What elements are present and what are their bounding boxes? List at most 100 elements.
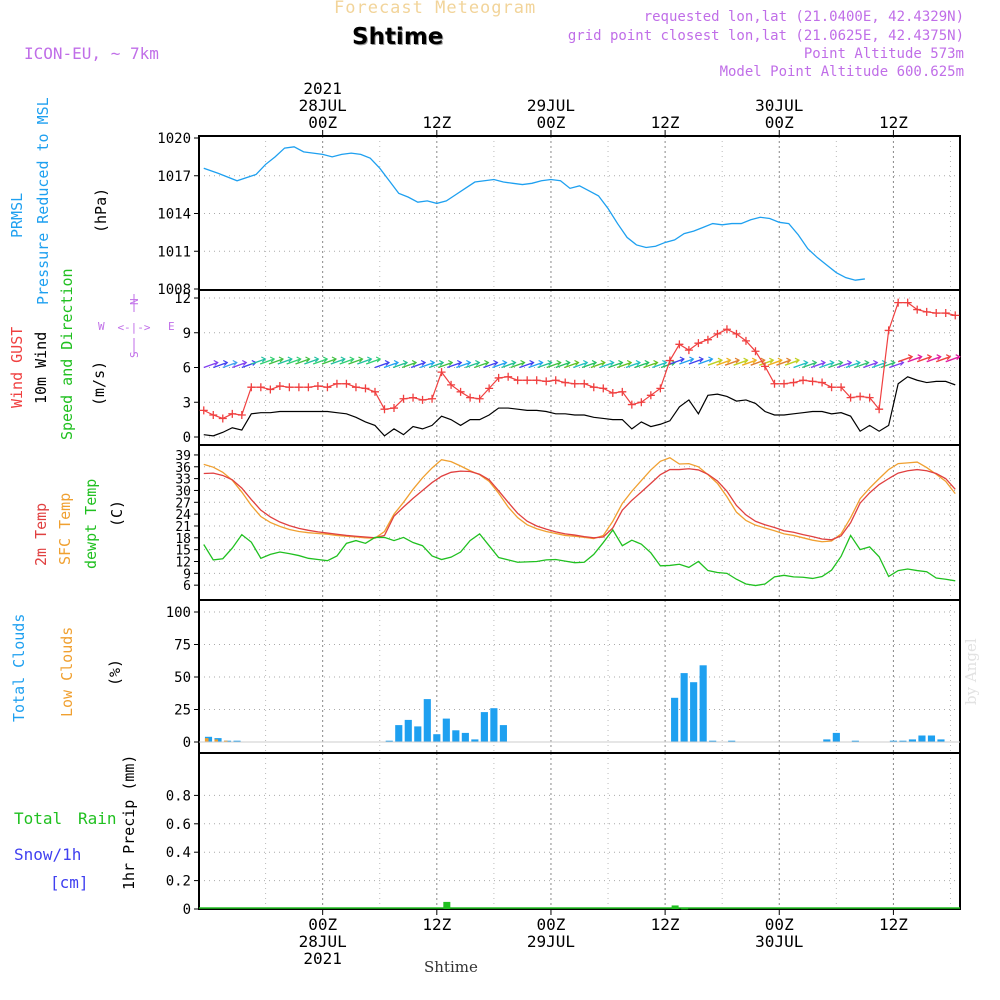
wind-direction-arrow (447, 361, 462, 369)
y-tick-label: 50 (174, 670, 191, 686)
wind-direction-arrow (634, 361, 649, 369)
wind-gust-marker (637, 398, 646, 407)
wind-direction-arrow (581, 361, 597, 369)
total-clouds-label: Total Clouds (10, 614, 28, 722)
wind-direction-arrowhead (322, 356, 329, 363)
cloud-total-bar (927, 735, 936, 742)
cloud-total-bar (452, 730, 460, 742)
wind-direction-arrowhead (287, 356, 293, 363)
y-tick-label: 24 (175, 508, 191, 523)
wind-gust-marker (218, 414, 227, 423)
cloud-total-bar (414, 726, 422, 742)
wind-gust-marker (722, 325, 731, 334)
wind-direction-arrowhead (583, 359, 589, 366)
precip-rain-bar (443, 901, 451, 909)
model-altitude: Model Point Altitude 600.625m (719, 64, 964, 80)
x-tick-label-top: 30JUL (755, 96, 803, 115)
wind-direction-arrow (724, 359, 740, 366)
x-tick-label-bottom: 00Z (765, 915, 794, 934)
wind-gust-marker (675, 340, 684, 349)
point-altitude: Point Altitude 573m (803, 46, 964, 62)
wind-direction-arrow (880, 361, 895, 369)
wind-direction-arrowhead (708, 356, 714, 363)
wind-gust-marker (475, 394, 484, 403)
wind-gust-marker (570, 379, 579, 388)
x-tick-label-bottom: 29JUL (527, 932, 575, 951)
wind-direction-arrowhead (538, 359, 544, 366)
wind-gust-marker (656, 384, 665, 393)
x-tick-label-bottom: 00Z (537, 915, 566, 934)
wind-direction-arrowhead (547, 359, 553, 366)
wind-gust-marker (589, 383, 598, 392)
wind-gust-marker (703, 335, 712, 344)
wind-gust-marker (380, 405, 389, 414)
wind-direction-arrow (374, 361, 390, 369)
wind-direction-arrow (232, 361, 247, 369)
wind-direction-arrow (871, 361, 887, 369)
wind-direction-arrow (616, 361, 632, 369)
wind-gust-marker (684, 346, 693, 355)
wind-gust-marker (770, 379, 779, 388)
wind-gust-marker (209, 410, 218, 419)
cloud-total-bar (404, 719, 412, 742)
wind-gust-marker (827, 383, 836, 392)
wind-direction-arrowhead (375, 356, 382, 363)
wind-gust-marker (304, 383, 313, 392)
wind-gust-marker (789, 378, 798, 387)
wind-direction-arrow (802, 361, 817, 369)
wind-gust-marker (323, 383, 332, 392)
wind-direction-arrow (845, 361, 861, 369)
x-tick-label-bottom: 12Z (879, 915, 908, 934)
wind-direction-arrow (268, 358, 284, 365)
wind-direction-arrow (819, 361, 834, 369)
wind-gust-marker (580, 379, 589, 388)
wind-10m-label: 10m Wind (32, 332, 50, 404)
wind-direction-arrow (295, 358, 310, 365)
wind-direction-arrowhead (242, 359, 248, 366)
wind-direction-arrowhead (662, 359, 668, 366)
wind-direction-arrow (590, 361, 606, 369)
wind-direction-arrowhead (466, 359, 472, 366)
panel-frame (198, 752, 961, 910)
wind-direction-arrow (555, 361, 570, 369)
wind-gust-marker (608, 388, 617, 397)
temp-sfc-label: SFC Temp (56, 493, 74, 565)
y-tick-label: 36 (175, 461, 191, 476)
wind-gust-marker (342, 379, 351, 388)
wind-direction-arrowhead (393, 359, 400, 366)
cloud-total-bar (899, 740, 907, 742)
wind-direction-arrowhead (402, 359, 409, 366)
temp-dewpoint-label: dewpt Temp (82, 479, 100, 569)
wind-direction-arrow (365, 358, 381, 365)
wind-direction-arrowhead (520, 359, 526, 366)
wind-gust-marker (780, 379, 789, 388)
wind-direction-arrowhead (786, 357, 792, 364)
wind-direction-arrow (510, 361, 525, 369)
wind-gust-marker (913, 305, 922, 314)
cloud-total-bar (690, 682, 698, 742)
wind-direction-arrowhead (855, 359, 861, 366)
wind-gust-marker (456, 387, 465, 396)
wind-direction-arrowhead (484, 359, 490, 366)
wind-speed-direction-label: Speed and Direction (58, 268, 76, 440)
wind-direction-arrow (889, 361, 904, 369)
wind-gust-marker (884, 326, 893, 335)
x-tick-label-bottom: 2021 (303, 949, 342, 968)
wind-direction-arrowhead (358, 356, 364, 363)
wind-gust-marker (466, 393, 475, 402)
wind-direction-arrowhead (340, 356, 346, 363)
wind-direction-arrow (330, 358, 346, 365)
wind-direction-arrow (392, 361, 408, 369)
meteogram-title: Forecast Meteogram (334, 0, 537, 18)
wind-direction-arrow (716, 359, 731, 366)
wind-gust-marker (313, 382, 322, 391)
wind-gust-marker (846, 393, 855, 402)
wind-gust-marker (237, 410, 246, 419)
footer-location: Shtime (424, 958, 478, 976)
wind-direction-arrowhead (679, 356, 685, 363)
wind-direction-arrow (625, 361, 641, 369)
wind-gust-marker (894, 298, 903, 307)
cloud-total-bar (233, 740, 241, 742)
y-tick-label: 12 (175, 555, 191, 570)
